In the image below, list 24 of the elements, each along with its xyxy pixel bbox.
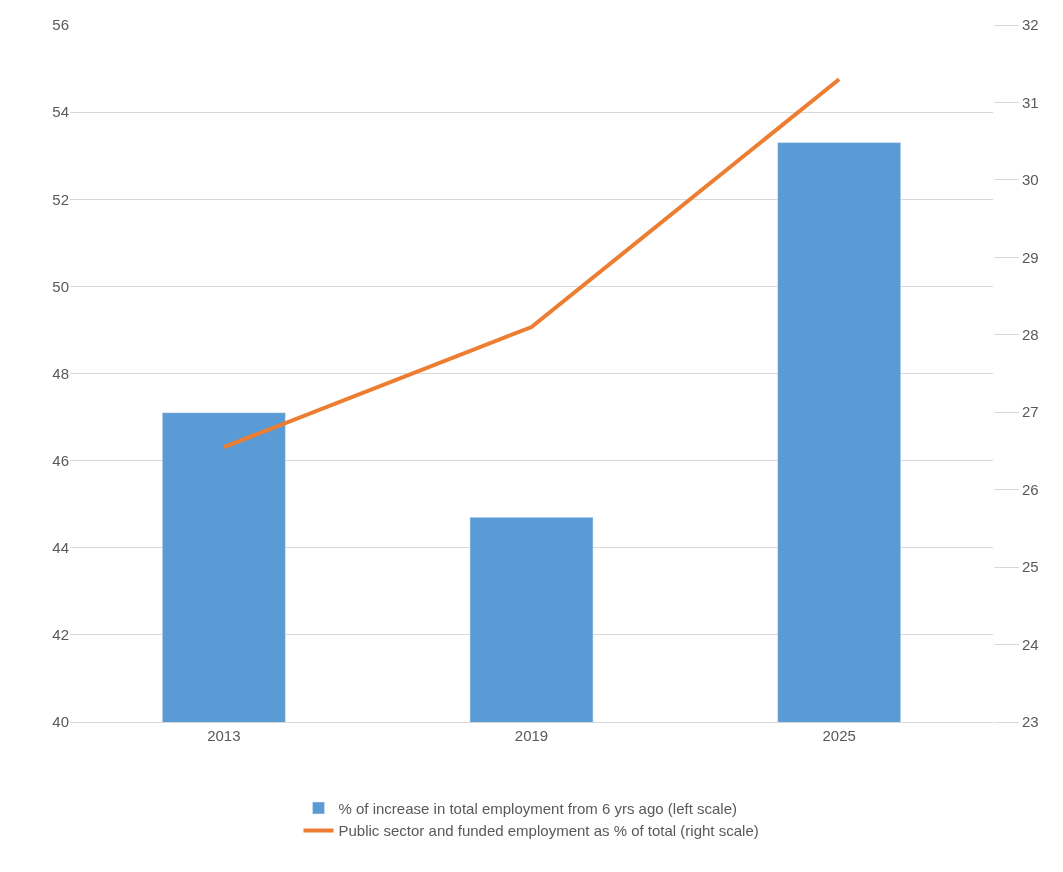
y2-tick-label: 24 [1022, 635, 1039, 653]
y-tick-label: 44 [52, 539, 69, 556]
y2-tick-label: 23 [1022, 713, 1039, 731]
x-tick-label: 2013 [207, 727, 241, 744]
legend-label: % of increase in total employment from 6 yrs ago (left scale) [338, 799, 737, 817]
y-tick-label: 54 [52, 103, 69, 121]
y2-tick-label: 28 [1022, 326, 1039, 344]
y2-tick-label: 27 [1022, 403, 1039, 421]
y2-tick-label: 31 [1022, 93, 1039, 111]
y2-tick-label: 30 [1022, 171, 1039, 189]
legend-label: Public sector and funded employment as % of total (right scale) [338, 822, 759, 840]
y-tick-label: 56 [52, 16, 69, 34]
y-tick-label: 40 [52, 713, 69, 731]
y-tick-label: 50 [52, 277, 69, 295]
x-tick-label: 2025 [822, 727, 856, 744]
y2-tick-label: 26 [1022, 480, 1039, 498]
x-tick-label: 2019 [514, 727, 549, 744]
y2-tick-label: 32 [1022, 16, 1039, 34]
y-tick-label: 52 [52, 190, 69, 208]
y-tick-label: 42 [52, 626, 69, 644]
y2-tick-label: 25 [1022, 558, 1039, 576]
y-tick-label: 48 [52, 364, 69, 382]
y2-tick-label: 29 [1022, 248, 1039, 266]
y-tick-label: 46 [52, 451, 69, 469]
